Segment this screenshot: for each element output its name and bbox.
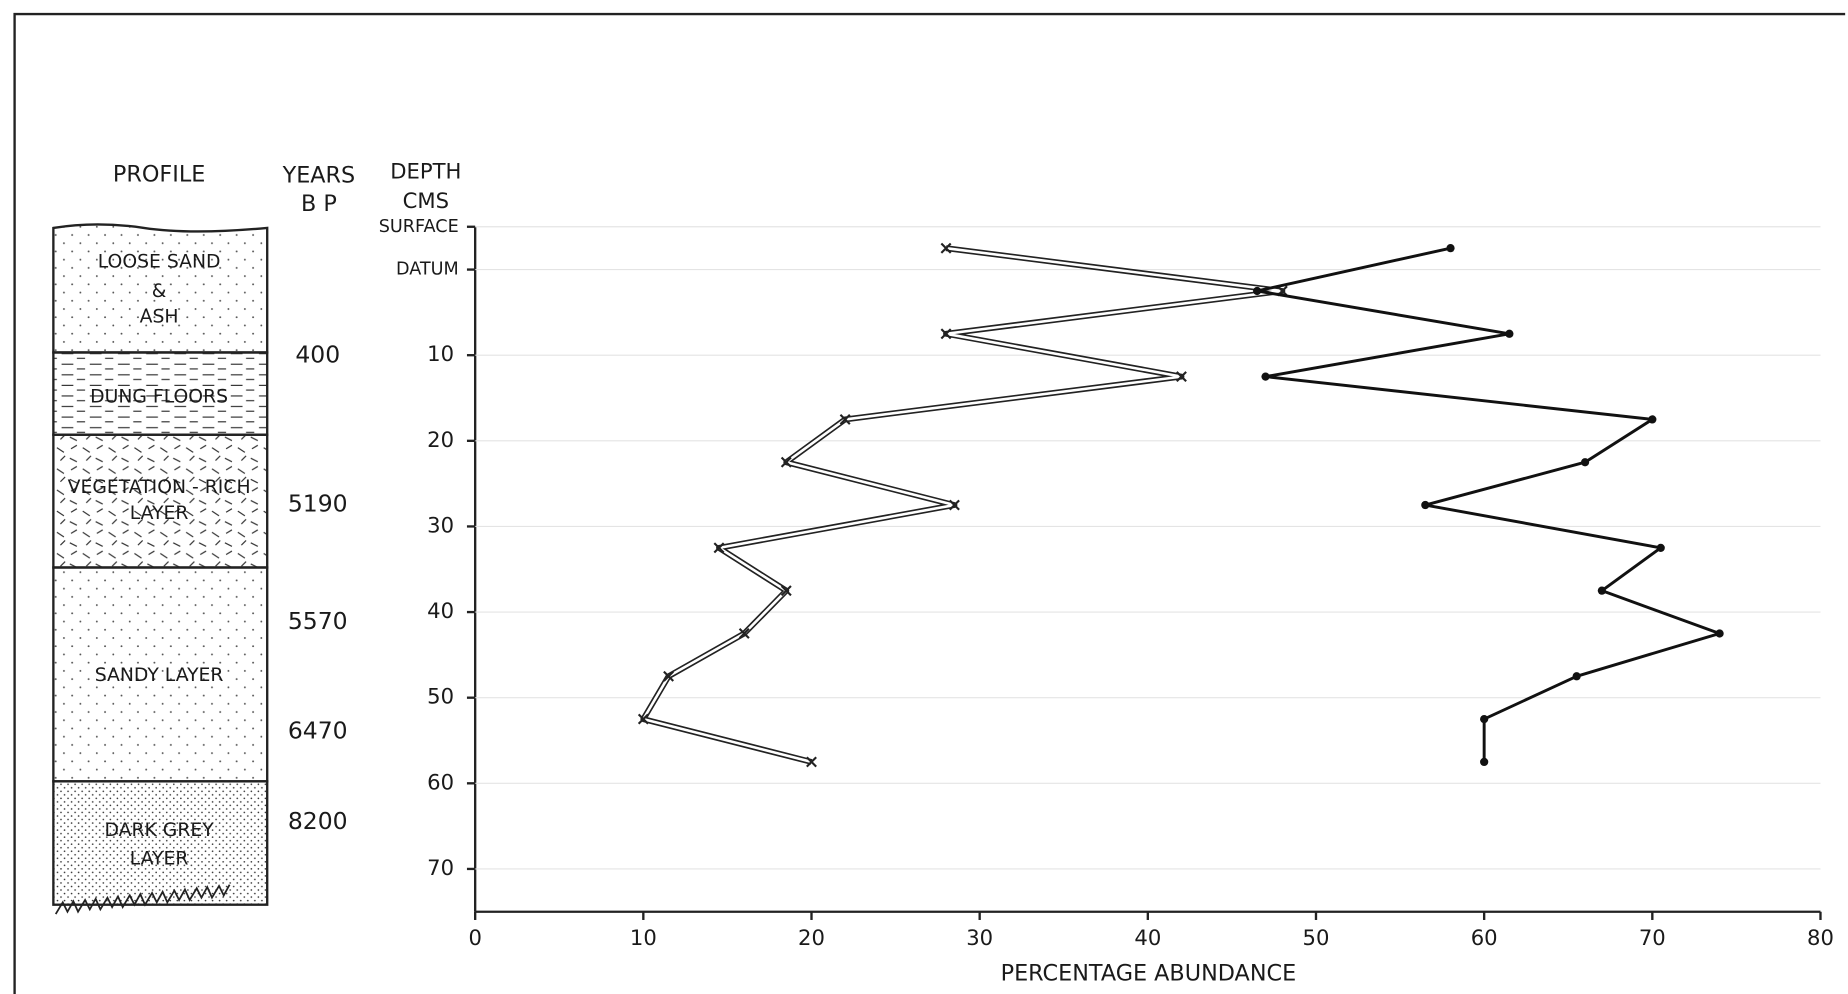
x-tick-label: 30 — [966, 925, 993, 950]
layer-label: DUNG FLOORS — [90, 387, 228, 408]
year-label: 5570 — [288, 607, 348, 635]
point-marker — [1253, 287, 1261, 295]
x-tick-label: 10 — [630, 925, 657, 950]
y-tick-label: 50 — [427, 684, 454, 709]
point-marker — [1480, 715, 1488, 723]
point-marker — [1657, 544, 1665, 552]
y-tick-label: 30 — [427, 512, 454, 537]
layer-label: LAYER — [130, 503, 189, 524]
layer-label: LOOSE SAND — [98, 252, 221, 273]
layer-label: SANDY LAYER — [95, 665, 224, 686]
point-marker — [1598, 587, 1606, 595]
layer-box — [53, 435, 267, 568]
x-tick-label: 80 — [1807, 925, 1834, 950]
y-tick-label: 40 — [427, 598, 454, 623]
y-tick-label: 70 — [427, 855, 454, 880]
x-tick-label: 40 — [1134, 925, 1161, 950]
layer-label: ASH — [140, 307, 179, 328]
x-tick-label: 20 — [798, 925, 825, 950]
layer-box — [53, 781, 267, 904]
x-tick-label: 60 — [1471, 925, 1498, 950]
point-marker — [1261, 372, 1269, 380]
year-label: 5190 — [288, 490, 348, 518]
layer-label: LAYER — [130, 848, 189, 869]
y-tick-label: SURFACE — [379, 217, 459, 237]
point-marker — [1648, 415, 1656, 423]
x-tick-label: 70 — [1639, 925, 1666, 950]
layer-label: VEGETATION - RICH — [68, 477, 251, 498]
y-tick-label: 60 — [427, 769, 454, 794]
y-tick-label: 10 — [427, 341, 454, 366]
layer-label: DARK GREY — [104, 820, 214, 841]
profile-title: PROFILE — [113, 162, 205, 188]
profile-column — [53, 224, 267, 914]
years-title: YEARS — [282, 163, 356, 189]
y-tick-label: DATUM — [396, 260, 459, 280]
point-marker — [1573, 672, 1581, 680]
y-tick-label: 20 — [427, 427, 454, 452]
year-label: 400 — [295, 341, 340, 369]
year-label: 6470 — [288, 716, 348, 744]
layer-label: & — [152, 281, 167, 302]
point-marker — [1505, 330, 1513, 338]
point-marker — [1421, 501, 1429, 509]
point-marker — [1446, 244, 1454, 252]
years-title: B P — [301, 191, 337, 217]
y-axis-title: CMS — [403, 188, 449, 213]
point-marker — [1715, 629, 1723, 637]
x-axis-title: PERCENTAGE ABUNDANCE — [1001, 961, 1297, 987]
x-tick-label: 50 — [1303, 925, 1330, 950]
year-label: 8200 — [288, 807, 348, 835]
y-axis-title: DEPTH — [390, 159, 461, 184]
point-marker — [1480, 758, 1488, 766]
chart: PROFILE LOOSE SAND & ASH DUNG FLOORS VEGETATI… — [0, 0, 1848, 994]
x-tick-label: 0 — [468, 925, 481, 950]
point-marker — [1581, 458, 1589, 466]
